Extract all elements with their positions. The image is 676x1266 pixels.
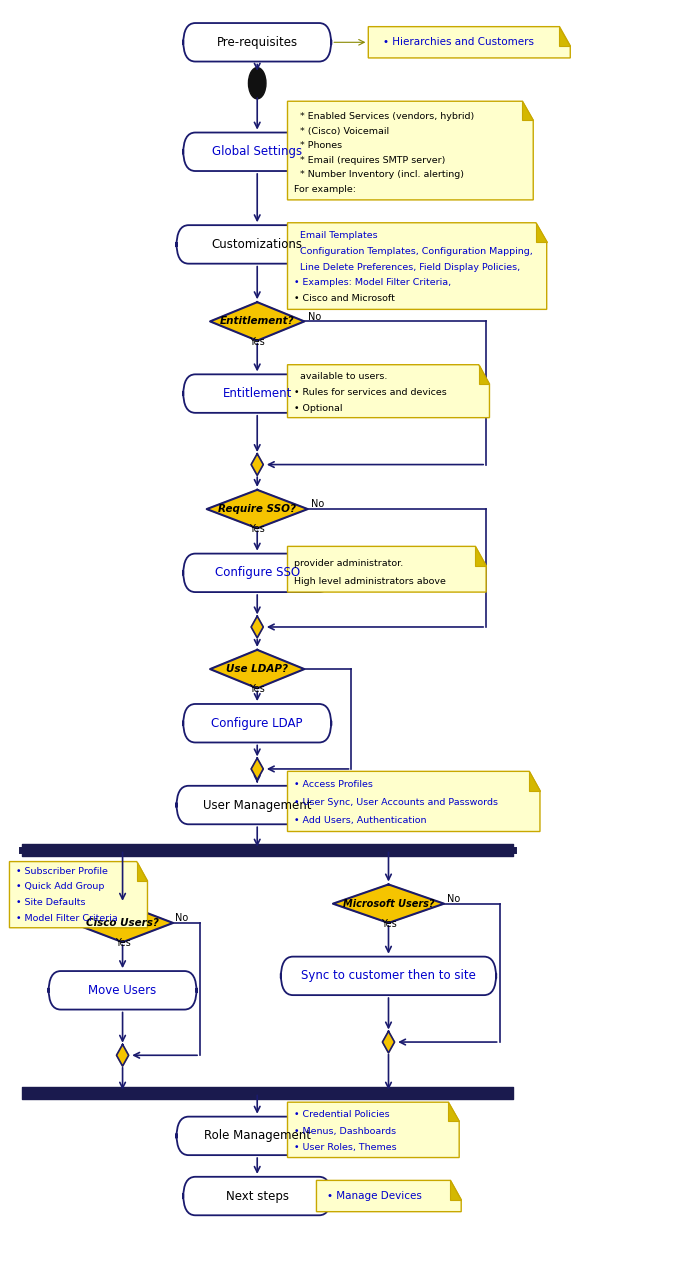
Text: Yes: Yes [249, 524, 265, 534]
FancyBboxPatch shape [183, 23, 331, 62]
Text: Yes: Yes [249, 337, 265, 347]
Polygon shape [448, 1103, 459, 1122]
Text: * (Cisco) Voicemail: * (Cisco) Voicemail [294, 127, 389, 135]
Text: Use LDAP?: Use LDAP? [226, 665, 288, 674]
Polygon shape [450, 1180, 461, 1200]
Text: For example:: For example: [294, 185, 356, 194]
Text: • Examples: Model Filter Criteria,: • Examples: Model Filter Criteria, [294, 279, 452, 287]
Circle shape [249, 67, 266, 99]
Polygon shape [207, 490, 308, 528]
Text: Sync to customer then to site: Sync to customer then to site [301, 970, 476, 982]
Polygon shape [9, 862, 147, 928]
Polygon shape [368, 27, 571, 58]
Text: Email Templates: Email Templates [294, 232, 378, 241]
Polygon shape [383, 1032, 395, 1053]
Text: • Model Filter Criteria: • Model Filter Criteria [16, 914, 118, 923]
Polygon shape [479, 365, 489, 384]
Polygon shape [529, 771, 540, 790]
Polygon shape [251, 453, 263, 476]
Text: * Phones: * Phones [294, 142, 342, 151]
Text: Configure LDAP: Configure LDAP [212, 717, 303, 729]
FancyBboxPatch shape [183, 1177, 331, 1215]
Text: Yes: Yes [381, 919, 396, 929]
Text: Next steps: Next steps [226, 1190, 289, 1203]
Text: available to users.: available to users. [294, 372, 387, 381]
Text: Global Settings: Global Settings [212, 146, 302, 158]
Text: • Access Profiles: • Access Profiles [294, 780, 373, 789]
Text: • Site Defaults: • Site Defaults [16, 898, 86, 906]
Text: Role Management: Role Management [203, 1129, 311, 1142]
Text: Customizations: Customizations [212, 238, 303, 251]
Text: • Optional: • Optional [294, 404, 343, 413]
Text: • Cisco and Microsoft: • Cisco and Microsoft [294, 294, 395, 303]
Text: • Manage Devices: • Manage Devices [327, 1191, 421, 1201]
Polygon shape [287, 223, 547, 309]
FancyBboxPatch shape [183, 375, 331, 413]
Text: * Enabled Services (vendors, hybrid): * Enabled Services (vendors, hybrid) [294, 113, 475, 122]
FancyBboxPatch shape [183, 553, 331, 592]
Text: No: No [311, 499, 324, 509]
Text: Microsoft Users?: Microsoft Users? [343, 899, 434, 909]
Text: • Hierarchies and Customers: • Hierarchies and Customers [383, 37, 534, 47]
Text: User Management: User Management [203, 799, 312, 812]
Polygon shape [210, 649, 304, 689]
Polygon shape [560, 27, 571, 46]
Polygon shape [137, 862, 147, 881]
FancyBboxPatch shape [281, 957, 496, 995]
Polygon shape [287, 101, 533, 200]
Text: • User Roles, Themes: • User Roles, Themes [294, 1143, 397, 1152]
Text: • Credential Policies: • Credential Policies [294, 1110, 390, 1119]
Text: Yes: Yes [115, 938, 130, 948]
FancyBboxPatch shape [49, 971, 197, 1009]
Text: • Menus, Dashboards: • Menus, Dashboards [294, 1127, 396, 1136]
Text: Entitlement?: Entitlement? [220, 316, 295, 327]
Text: Cisco Users?: Cisco Users? [86, 918, 159, 928]
FancyBboxPatch shape [183, 704, 331, 742]
Polygon shape [523, 101, 533, 120]
Text: • Rules for services and devices: • Rules for services and devices [294, 387, 447, 396]
Text: Line Delete Preferences, Field Display Policies,: Line Delete Preferences, Field Display P… [294, 263, 521, 272]
Polygon shape [287, 365, 489, 418]
Text: Entitlement: Entitlement [222, 387, 292, 400]
Polygon shape [287, 547, 486, 592]
Text: High level administrators above: High level administrators above [294, 577, 446, 586]
Text: • Quick Add Group: • Quick Add Group [16, 882, 105, 891]
FancyBboxPatch shape [176, 1117, 338, 1155]
Text: Require SSO?: Require SSO? [218, 504, 296, 514]
Text: • Add Users, Authentication: • Add Users, Authentication [294, 817, 427, 825]
Text: Pre-requisites: Pre-requisites [216, 35, 297, 49]
Polygon shape [287, 1103, 459, 1157]
Text: Configuration Templates, Configuration Mapping,: Configuration Templates, Configuration M… [294, 247, 533, 256]
Text: No: No [175, 913, 189, 923]
FancyBboxPatch shape [183, 133, 331, 171]
Polygon shape [72, 904, 173, 942]
Text: * Number Inventory (incl. alerting): * Number Inventory (incl. alerting) [294, 170, 464, 179]
Text: provider administrator.: provider administrator. [294, 558, 404, 567]
Polygon shape [210, 303, 304, 341]
Polygon shape [333, 885, 444, 923]
Text: No: No [308, 311, 321, 322]
Text: No: No [447, 894, 460, 904]
Text: • User Sync, User Accounts and Passwords: • User Sync, User Accounts and Passwords [294, 798, 498, 808]
Text: * Email (requires SMTP server): * Email (requires SMTP server) [294, 156, 445, 165]
Polygon shape [287, 771, 540, 832]
Polygon shape [536, 223, 547, 242]
Text: • Subscriber Profile: • Subscriber Profile [16, 867, 108, 876]
Text: Configure SSO: Configure SSO [215, 566, 299, 580]
Polygon shape [316, 1180, 461, 1212]
FancyBboxPatch shape [176, 225, 338, 263]
FancyBboxPatch shape [176, 786, 338, 824]
Text: Move Users: Move Users [89, 984, 157, 996]
Polygon shape [251, 758, 263, 780]
Polygon shape [116, 1044, 128, 1066]
Text: Yes: Yes [249, 685, 265, 694]
Polygon shape [251, 617, 263, 638]
Polygon shape [475, 547, 486, 566]
